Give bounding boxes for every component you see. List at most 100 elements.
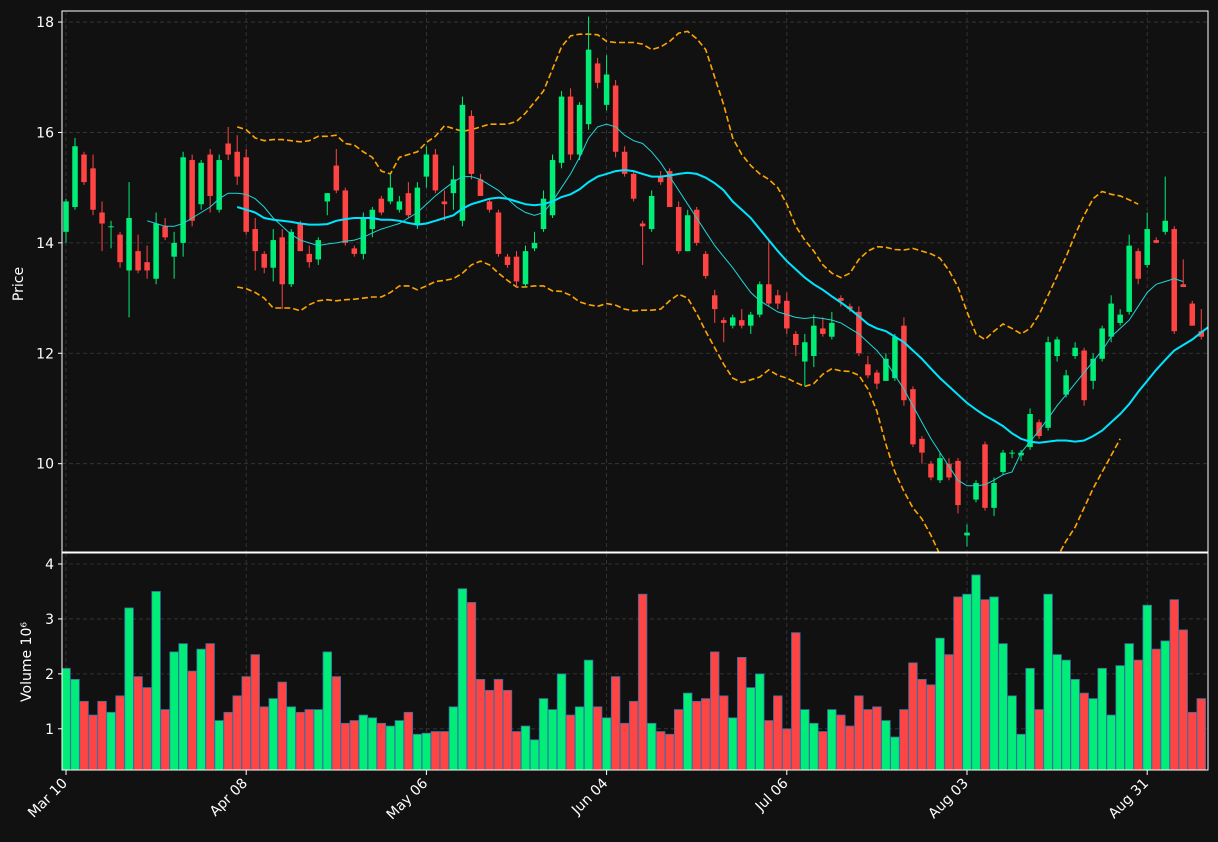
candle — [540, 190, 547, 232]
candle-body — [919, 438, 925, 453]
candle — [243, 149, 249, 235]
candle-body — [793, 333, 799, 345]
candle-body — [90, 168, 96, 210]
volume-bar — [998, 643, 1008, 770]
volume-bar — [971, 574, 981, 770]
volume-bar — [133, 676, 143, 770]
candle-body — [928, 463, 934, 478]
candle — [153, 212, 159, 285]
volume-bar — [160, 709, 170, 770]
candle-body — [135, 251, 141, 271]
candle-body — [693, 209, 700, 243]
volume-bar — [655, 731, 666, 770]
volume-bar — [187, 670, 197, 770]
volume-bar — [1196, 698, 1206, 770]
volume-bar — [214, 720, 224, 770]
candle — [612, 80, 619, 158]
candle — [1126, 234, 1132, 315]
candlesticks — [63, 16, 1205, 547]
candle-body — [720, 320, 727, 323]
volume-bar — [1097, 667, 1107, 770]
bollinger-upper-line — [236, 30, 1139, 341]
volume-bar — [980, 599, 990, 770]
candle-body — [1162, 220, 1168, 232]
candle-body — [270, 240, 276, 268]
candle-body — [360, 218, 367, 254]
candle — [90, 154, 96, 216]
volume-bar — [1043, 593, 1053, 770]
candle — [838, 295, 844, 307]
volume-bar — [340, 722, 351, 770]
price-axis-label: Price — [11, 267, 27, 301]
volume-bar — [818, 731, 828, 770]
candle — [937, 452, 943, 483]
candle-body — [495, 212, 502, 254]
candle-body — [1036, 422, 1042, 437]
candle — [1171, 226, 1177, 334]
candle — [720, 317, 727, 343]
candle-body — [802, 342, 808, 362]
candle — [414, 182, 421, 230]
volume-bar — [809, 722, 819, 770]
candle-body — [207, 154, 213, 196]
volume-bar — [881, 720, 891, 770]
candle-body — [946, 463, 952, 478]
volume-bar — [511, 731, 522, 770]
candle — [360, 212, 367, 260]
candle-body — [522, 251, 529, 285]
candle-body — [252, 229, 258, 252]
candle — [1135, 248, 1141, 285]
volume-bar — [574, 706, 585, 770]
candle — [892, 333, 898, 381]
candle — [955, 458, 961, 514]
volume-bar — [646, 722, 657, 770]
volume-bar — [764, 720, 774, 770]
volume-bar — [322, 651, 332, 770]
candle — [333, 149, 340, 194]
volume-bar — [538, 698, 549, 770]
candle-body — [369, 209, 376, 230]
volume-bar — [845, 725, 855, 770]
candle — [234, 135, 240, 185]
candle-body — [1063, 375, 1069, 395]
candle — [459, 96, 466, 227]
bollinger-lower-line — [237, 260, 1121, 552]
candle-body — [829, 322, 835, 337]
candle — [820, 317, 826, 337]
candle-body — [171, 242, 177, 257]
price-panel: 10 12 14 16 18 Price — [11, 10, 1209, 553]
volume-bar — [565, 714, 576, 770]
candle-body — [513, 256, 520, 282]
candle — [1045, 336, 1051, 431]
volume-bar — [412, 733, 423, 770]
volume-tick-label: 2 — [45, 667, 54, 683]
candle — [1117, 309, 1123, 326]
candle-body — [711, 295, 718, 310]
candle — [72, 137, 78, 210]
volume-panel: 1 2 3 4 Volume 10⁶ — [19, 552, 1209, 771]
candle-body — [1198, 331, 1205, 337]
candle — [261, 251, 267, 274]
candle — [306, 245, 313, 268]
candle — [793, 331, 799, 357]
volume-bar — [1187, 711, 1197, 770]
candle — [1027, 408, 1033, 450]
candle — [729, 314, 736, 329]
candle — [739, 309, 745, 329]
volume-bar — [782, 728, 792, 770]
candle — [324, 193, 331, 216]
volume-bar — [367, 717, 378, 770]
volume-bar — [926, 684, 936, 770]
candle-body — [306, 253, 313, 263]
candle-body — [892, 336, 898, 379]
candle — [378, 195, 385, 216]
candle — [513, 251, 520, 288]
volume-bar — [836, 714, 846, 770]
volume-bar — [773, 695, 783, 770]
candle-body — [72, 146, 78, 207]
candle — [1018, 449, 1024, 461]
volume-bar — [466, 602, 477, 770]
candle-body — [198, 162, 204, 205]
volume-bar — [97, 700, 107, 770]
candle — [757, 281, 763, 318]
